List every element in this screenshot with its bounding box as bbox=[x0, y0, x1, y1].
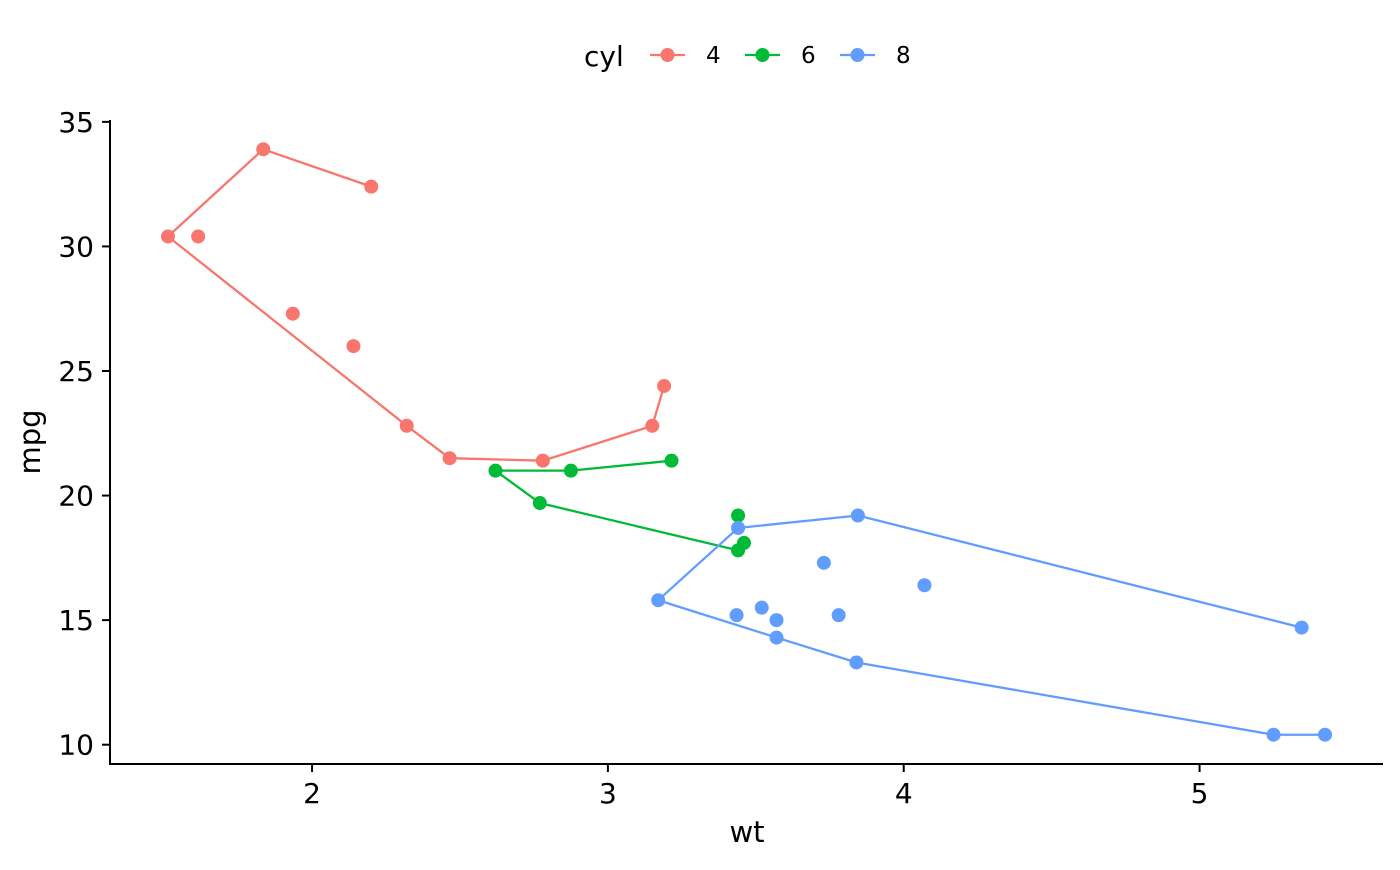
data-point-cyl-8 bbox=[651, 593, 666, 608]
legend-label-cyl-4: 4 bbox=[706, 43, 721, 69]
data-point-cyl-8 bbox=[769, 630, 784, 645]
y-axis-label: mpg bbox=[13, 409, 47, 474]
series-points bbox=[160, 142, 1333, 742]
data-point-cyl-4 bbox=[645, 418, 660, 433]
data-point-cyl-4 bbox=[364, 179, 379, 194]
data-point-cyl-4 bbox=[442, 451, 457, 466]
y-tick-label: 15 bbox=[58, 604, 94, 637]
axes: 2 3 4 5 10 15 20 25 30 35 bbox=[58, 106, 1383, 810]
data-point-cyl-6 bbox=[532, 496, 547, 511]
data-point-cyl-8 bbox=[731, 520, 746, 535]
legend-key-point bbox=[850, 48, 865, 62]
data-point-cyl-8 bbox=[769, 613, 784, 628]
data-point-cyl-4 bbox=[285, 306, 300, 321]
data-point-cyl-8 bbox=[850, 508, 865, 523]
data-point-cyl-8 bbox=[1318, 727, 1333, 742]
y-tick-label: 10 bbox=[58, 729, 94, 762]
data-point-cyl-8 bbox=[729, 608, 744, 623]
x-tick-label: 5 bbox=[1191, 777, 1209, 810]
legend-title: cyl bbox=[584, 40, 624, 73]
data-point-cyl-8 bbox=[1294, 620, 1309, 635]
x-tick-label: 4 bbox=[895, 777, 913, 810]
series-line-cyl-4 bbox=[166, 147, 666, 462]
y-tick-label: 25 bbox=[58, 355, 94, 388]
data-point-cyl-8 bbox=[816, 555, 831, 570]
y-tick-label: 20 bbox=[58, 480, 94, 513]
x-axis-label: wt bbox=[729, 815, 764, 849]
data-point-cyl-6 bbox=[731, 543, 746, 558]
legend: cyl 4 6 8 bbox=[584, 40, 911, 73]
data-point-cyl-4 bbox=[346, 339, 361, 354]
data-point-cyl-8 bbox=[849, 655, 864, 670]
data-point-cyl-4 bbox=[399, 418, 414, 433]
legend-key-point bbox=[660, 48, 675, 62]
data-point-cyl-6 bbox=[563, 463, 578, 478]
series-lines bbox=[166, 147, 1326, 736]
data-point-cyl-8 bbox=[917, 578, 932, 593]
data-point-cyl-6 bbox=[731, 508, 746, 523]
data-point-cyl-4 bbox=[160, 229, 175, 244]
data-point-cyl-4 bbox=[535, 453, 550, 468]
legend-label-cyl-6: 6 bbox=[801, 43, 816, 69]
legend-key-point bbox=[755, 48, 770, 62]
data-point-cyl-8 bbox=[831, 608, 846, 623]
data-point-cyl-6 bbox=[488, 463, 503, 478]
data-point-cyl-4 bbox=[657, 378, 672, 393]
data-point-cyl-4 bbox=[191, 229, 206, 244]
series-line-cyl-8 bbox=[655, 514, 1326, 736]
data-point-cyl-6 bbox=[664, 453, 679, 468]
y-tick-label: 30 bbox=[58, 230, 94, 263]
y-tick-label: 35 bbox=[58, 106, 94, 139]
data-point-cyl-4 bbox=[256, 142, 271, 157]
data-point-cyl-8 bbox=[754, 600, 769, 615]
data-point-cyl-8 bbox=[1266, 727, 1281, 742]
legend-label-cyl-8: 8 bbox=[896, 43, 911, 69]
series-line-cyl-6 bbox=[491, 459, 745, 552]
x-tick-label: 2 bbox=[303, 777, 321, 810]
x-tick-label: 3 bbox=[599, 777, 617, 810]
